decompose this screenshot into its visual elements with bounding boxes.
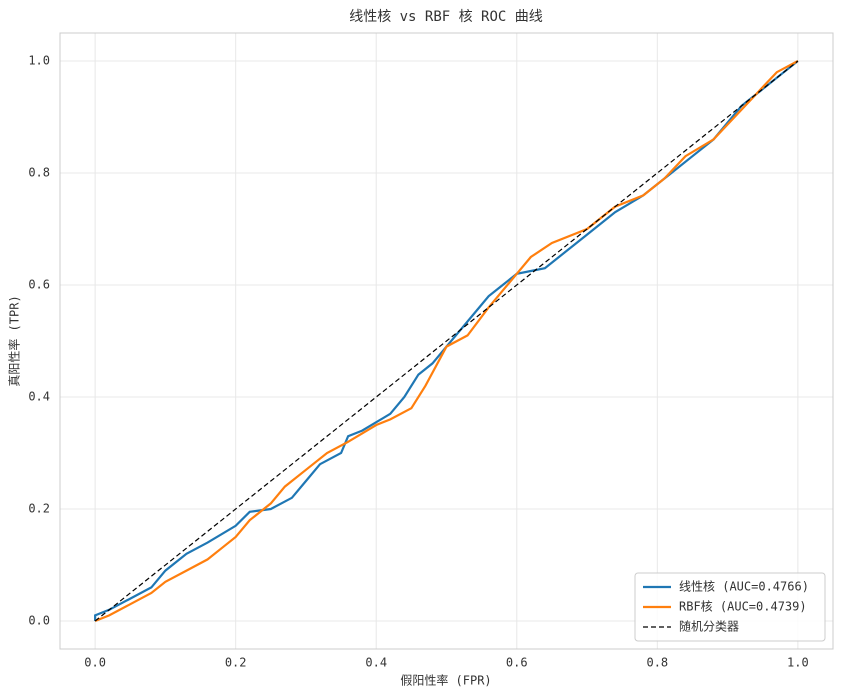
roc-curve (94, 60, 799, 623)
x-tick-label: 0.8 (646, 656, 668, 670)
y-axis-label: 真阳性率 (TPR) (7, 295, 22, 386)
x-tick-label: 0.0 (84, 656, 106, 670)
y-tick-label: 0.4 (28, 390, 50, 404)
chart-title: 线性核 vs RBF 核 ROC 曲线 (349, 9, 543, 25)
x-tick-label: 0.2 (225, 656, 247, 670)
plot-frame (59, 32, 834, 650)
y-tick-label: 0.6 (28, 278, 50, 292)
x-tick-label: 0.4 (365, 656, 387, 670)
legend-box (634, 572, 826, 642)
x-axis-label: 假阳性率 (FPR) (400, 673, 491, 688)
legend-label: 线性核 (AUC=0.4766) (679, 580, 809, 594)
roc-curve (94, 60, 799, 622)
roc-curve (94, 60, 799, 621)
x-tick-label: 0.6 (506, 656, 528, 670)
x-tick-label: 1.0 (787, 656, 809, 670)
y-tick-label: 1.0 (28, 54, 50, 68)
legend-label: 随机分类器 (679, 619, 739, 634)
legend-label: RBF核 (AUC=0.4739) (679, 600, 807, 614)
y-tick-label: 0.0 (28, 614, 50, 628)
y-tick-label: 0.2 (28, 502, 50, 516)
y-tick-label: 0.8 (28, 166, 50, 180)
